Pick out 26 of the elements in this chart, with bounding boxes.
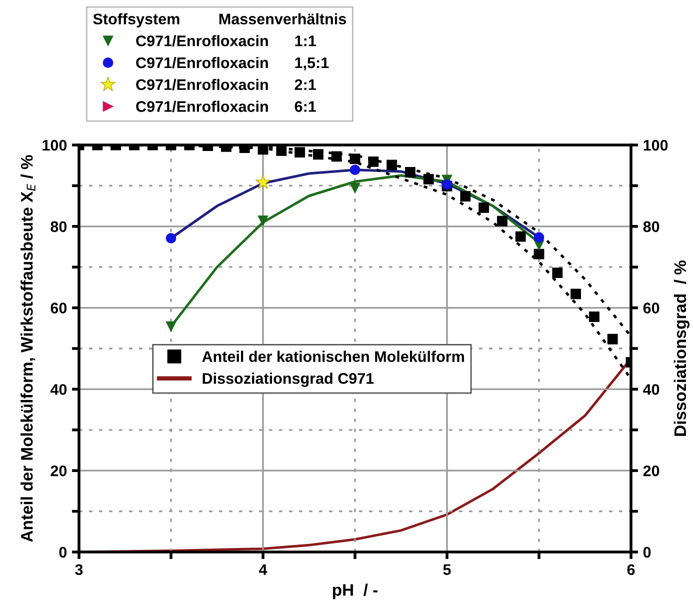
legend-label: C971/Enrofloxacin 1:1 [136,35,316,46]
x-axis-title: pH / - [332,584,378,600]
y-axis-title: Anteil der Molekülform, Wirkstoffausbeute X$_{E}$ / % [20,155,36,542]
y2-axis-title: Dissoziationsgrad / % [674,260,690,436]
y2-tick-label: 60 [643,302,660,314]
y-tick-label: 20 [50,465,67,476]
legend-label: Dissoziationsgrad C971 [202,372,374,387]
y2-tick-label: 80 [643,221,660,232]
x-tick-label: 3 [75,564,83,576]
y-tick-label: 0 [59,546,67,558]
y2-tick-label: 100 [644,140,668,151]
legend-label: C971/Enrofloxacin 1,5:1 [136,56,329,70]
x-tick-label: 4 [258,564,268,575]
legend-title: Stoffsystem Massenverhältnis [93,13,346,28]
legend-label: C971/Enrofloxacin 2:1 [136,78,316,90]
y-tick-label: 100 [42,140,67,151]
x-tick-label: 5 [443,564,451,576]
y2-tick-label: 20 [643,465,660,476]
y-tick-label: 60 [50,302,67,314]
y-tick-label: 80 [50,221,67,232]
y2-tick-label: 0 [643,546,651,558]
x-tick-label: 6 [627,564,635,576]
legend-label: C971/Enrofloxacin 6:1 [136,100,316,112]
y-tick-label: 40 [50,384,67,395]
legend-label: Anteil der kationischen Molekülform [202,350,464,362]
y2-tick-label: 40 [643,384,660,395]
